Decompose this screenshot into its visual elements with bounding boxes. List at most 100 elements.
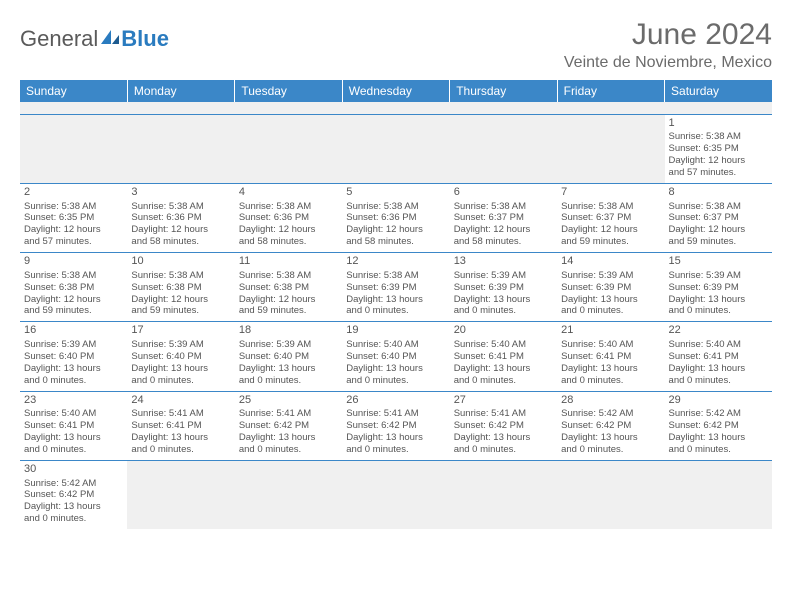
day-info: Sunrise: 5:38 AM xyxy=(131,201,230,213)
week-row: 2Sunrise: 5:38 AMSunset: 6:35 PMDaylight… xyxy=(20,183,772,252)
day-cell xyxy=(342,460,449,529)
day-info: and 58 minutes. xyxy=(131,236,230,248)
day-cell xyxy=(665,460,772,529)
day-info: Sunrise: 5:40 AM xyxy=(24,408,123,420)
day-info: Daylight: 13 hours xyxy=(454,294,553,306)
day-number: 30 xyxy=(24,463,123,477)
blank-cell xyxy=(20,102,772,114)
day-info: Sunset: 6:39 PM xyxy=(561,282,660,294)
day-info: Daylight: 12 hours xyxy=(131,294,230,306)
day-cell: 2Sunrise: 5:38 AMSunset: 6:35 PMDaylight… xyxy=(20,183,127,252)
blank-row xyxy=(20,102,772,114)
day-info: Sunrise: 5:41 AM xyxy=(131,408,230,420)
day-info: Sunrise: 5:38 AM xyxy=(239,270,338,282)
day-number: 4 xyxy=(239,186,338,200)
day-info: Daylight: 12 hours xyxy=(454,224,553,236)
day-info: Sunset: 6:39 PM xyxy=(346,282,445,294)
day-info: Daylight: 13 hours xyxy=(669,432,768,444)
day-number: 24 xyxy=(131,394,230,408)
day-number: 29 xyxy=(669,394,768,408)
day-info: and 0 minutes. xyxy=(131,444,230,456)
day-info: and 0 minutes. xyxy=(346,305,445,317)
day-info: Sunrise: 5:39 AM xyxy=(561,270,660,282)
day-info: and 59 minutes. xyxy=(239,305,338,317)
day-number: 2 xyxy=(24,186,123,200)
logo-text-1: General xyxy=(20,26,98,52)
day-info: Sunrise: 5:39 AM xyxy=(454,270,553,282)
day-info: Sunrise: 5:38 AM xyxy=(24,270,123,282)
week-row: 23Sunrise: 5:40 AMSunset: 6:41 PMDayligh… xyxy=(20,391,772,460)
day-header: Sunday xyxy=(20,80,127,102)
day-info: and 59 minutes. xyxy=(131,305,230,317)
day-info: and 58 minutes. xyxy=(454,236,553,248)
day-info: Sunrise: 5:42 AM xyxy=(561,408,660,420)
day-cell: 6Sunrise: 5:38 AMSunset: 6:37 PMDaylight… xyxy=(450,183,557,252)
day-number: 3 xyxy=(131,186,230,200)
day-info: Daylight: 13 hours xyxy=(24,432,123,444)
day-info: Sunset: 6:42 PM xyxy=(454,420,553,432)
day-info: Daylight: 12 hours xyxy=(346,224,445,236)
day-header: Monday xyxy=(127,80,234,102)
day-info: and 0 minutes. xyxy=(669,305,768,317)
day-info: Daylight: 13 hours xyxy=(131,363,230,375)
logo-text-2: Blue xyxy=(121,26,169,52)
day-cell: 8Sunrise: 5:38 AMSunset: 6:37 PMDaylight… xyxy=(665,183,772,252)
day-cell xyxy=(557,460,664,529)
day-cell: 23Sunrise: 5:40 AMSunset: 6:41 PMDayligh… xyxy=(20,391,127,460)
day-info: and 0 minutes. xyxy=(131,375,230,387)
day-header: Saturday xyxy=(665,80,772,102)
day-cell: 10Sunrise: 5:38 AMSunset: 6:38 PMDayligh… xyxy=(127,253,234,322)
day-info: Daylight: 13 hours xyxy=(239,432,338,444)
day-cell: 26Sunrise: 5:41 AMSunset: 6:42 PMDayligh… xyxy=(342,391,449,460)
day-number: 28 xyxy=(561,394,660,408)
day-cell xyxy=(20,114,127,183)
day-info: Sunset: 6:35 PM xyxy=(669,143,768,155)
week-row: 1Sunrise: 5:38 AMSunset: 6:35 PMDaylight… xyxy=(20,114,772,183)
day-info: Daylight: 12 hours xyxy=(669,224,768,236)
location: Veinte de Noviembre, Mexico xyxy=(564,54,772,72)
week-row: 30Sunrise: 5:42 AMSunset: 6:42 PMDayligh… xyxy=(20,460,772,529)
day-cell xyxy=(557,114,664,183)
header: General Blue June 2024 Veinte de Noviemb… xyxy=(20,18,772,72)
day-cell: 13Sunrise: 5:39 AMSunset: 6:39 PMDayligh… xyxy=(450,253,557,322)
day-info: Daylight: 12 hours xyxy=(24,224,123,236)
day-number: 19 xyxy=(346,324,445,338)
day-header: Tuesday xyxy=(235,80,342,102)
day-cell: 12Sunrise: 5:38 AMSunset: 6:39 PMDayligh… xyxy=(342,253,449,322)
day-number: 22 xyxy=(669,324,768,338)
day-info: Sunset: 6:41 PM xyxy=(24,420,123,432)
day-info: and 0 minutes. xyxy=(561,444,660,456)
day-number: 6 xyxy=(454,186,553,200)
week-row: 16Sunrise: 5:39 AMSunset: 6:40 PMDayligh… xyxy=(20,322,772,391)
day-info: and 0 minutes. xyxy=(24,513,123,525)
day-number: 16 xyxy=(24,324,123,338)
day-info: and 0 minutes. xyxy=(669,375,768,387)
day-info: Sunrise: 5:42 AM xyxy=(24,478,123,490)
day-info: Sunset: 6:42 PM xyxy=(239,420,338,432)
day-info: Daylight: 13 hours xyxy=(669,294,768,306)
day-info: Sunset: 6:39 PM xyxy=(454,282,553,294)
day-info: Sunset: 6:41 PM xyxy=(454,351,553,363)
day-info: and 59 minutes. xyxy=(561,236,660,248)
day-number: 13 xyxy=(454,255,553,269)
day-number: 12 xyxy=(346,255,445,269)
day-info: Sunrise: 5:41 AM xyxy=(454,408,553,420)
day-number: 17 xyxy=(131,324,230,338)
day-info: Sunset: 6:40 PM xyxy=(239,351,338,363)
day-info: and 0 minutes. xyxy=(454,444,553,456)
day-info: Sunrise: 5:40 AM xyxy=(346,339,445,351)
day-info: Daylight: 13 hours xyxy=(346,432,445,444)
day-info: Sunrise: 5:38 AM xyxy=(669,201,768,213)
day-number: 5 xyxy=(346,186,445,200)
day-info: Sunrise: 5:38 AM xyxy=(454,201,553,213)
day-info: Sunset: 6:41 PM xyxy=(131,420,230,432)
title-block: June 2024 Veinte de Noviembre, Mexico xyxy=(564,18,772,72)
day-number: 10 xyxy=(131,255,230,269)
day-info: and 0 minutes. xyxy=(239,444,338,456)
day-info: Sunrise: 5:41 AM xyxy=(239,408,338,420)
day-info: and 0 minutes. xyxy=(346,375,445,387)
day-cell xyxy=(450,460,557,529)
day-info: Sunrise: 5:42 AM xyxy=(669,408,768,420)
day-info: Sunset: 6:38 PM xyxy=(24,282,123,294)
day-info: Daylight: 13 hours xyxy=(346,363,445,375)
